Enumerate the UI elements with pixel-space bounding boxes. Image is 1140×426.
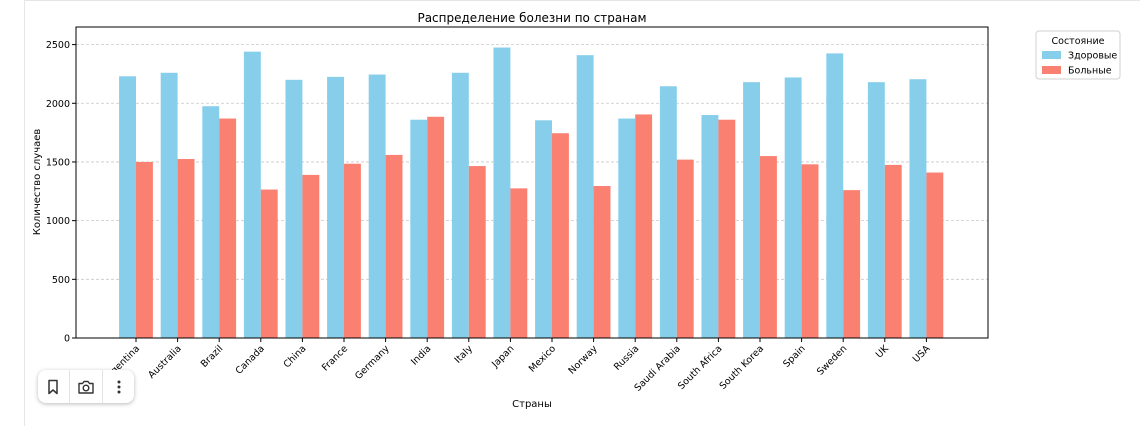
bookmark-icon — [48, 379, 58, 394]
bar-healthy — [327, 76, 344, 339]
bar-sick — [843, 190, 861, 338]
y-tick-label: 500 — [52, 275, 70, 286]
more-options-button[interactable] — [105, 373, 133, 401]
y-axis: 0 500 1000 1500 2000 2500 — [46, 40, 76, 345]
bar-sick — [468, 166, 486, 338]
y-tick-label: 0 — [64, 334, 70, 345]
bars — [119, 47, 944, 339]
x-tick-label: UK — [874, 343, 892, 361]
x-tick-label: France — [320, 343, 350, 373]
chart-toolbar — [38, 370, 134, 403]
y-tick-label: 2000 — [46, 99, 70, 110]
toolbar-divider — [69, 370, 70, 403]
toolbar-divider — [102, 370, 103, 403]
bar-healthy — [909, 79, 927, 339]
y-tick-label: 2500 — [46, 40, 70, 51]
bar-healthy — [493, 47, 511, 339]
x-tick-label: Japan — [489, 343, 516, 370]
y-axis-label: Количество случаев — [32, 129, 43, 236]
bar-healthy — [410, 119, 428, 338]
plot-area — [75, 26, 989, 339]
bar-sick — [136, 161, 153, 338]
x-tick-label: Canada — [234, 343, 267, 376]
bar-sick — [718, 119, 736, 338]
bar-sick — [926, 172, 944, 338]
bar-sick — [801, 164, 819, 338]
bar-healthy — [285, 79, 303, 339]
x-tick-label: Sweden — [815, 343, 849, 377]
bar-sick — [344, 163, 361, 338]
legend: Состояние Здоровые Больные — [1035, 30, 1121, 80]
legend-swatch — [1042, 66, 1061, 74]
bar-sick — [884, 164, 902, 338]
bar-healthy — [451, 72, 469, 339]
bookmark-button[interactable] — [39, 373, 67, 401]
bar-healthy — [160, 72, 178, 339]
x-axis-label: Страны — [512, 399, 552, 410]
screenshot-button[interactable] — [72, 373, 100, 401]
bar-sick — [760, 156, 777, 338]
bar-sick — [676, 159, 694, 338]
bar-healthy — [202, 106, 220, 338]
bar-healthy — [659, 86, 677, 338]
bar-healthy — [743, 82, 760, 338]
bar-sick — [302, 174, 320, 338]
bar-sick — [510, 188, 528, 338]
x-tick-label: Italy — [453, 343, 476, 366]
more-vertical-icon — [117, 380, 121, 393]
bar-healthy — [535, 120, 552, 338]
bar-healthy — [701, 115, 719, 339]
x-tick-label: China — [282, 343, 309, 370]
bar-healthy — [826, 53, 844, 338]
bar-sick — [552, 133, 569, 338]
legend-swatch — [1042, 51, 1061, 59]
x-tick-label: Mexico — [527, 343, 558, 374]
bar-sick — [427, 116, 445, 339]
bar-healthy — [243, 51, 261, 338]
x-tick-label: Russia — [612, 343, 641, 372]
x-tick-label: Spain — [781, 343, 808, 370]
bar-healthy — [618, 118, 636, 339]
camera-icon — [78, 380, 94, 394]
bar-healthy — [119, 76, 136, 339]
bar-sick — [635, 114, 653, 339]
x-tick-label: Brazil — [199, 343, 226, 370]
x-axis: Argentina Australia Brazil Canada China Franc… — [102, 338, 933, 394]
legend-title: Состояние — [1052, 36, 1105, 47]
bar-sick — [219, 118, 237, 339]
legend-entry: Больные — [1068, 66, 1112, 77]
legend-entry: Здоровые — [1068, 51, 1117, 62]
x-tick-label: India — [409, 343, 433, 367]
bar-healthy — [784, 77, 802, 339]
bar-healthy — [576, 55, 594, 338]
bar-sick — [260, 189, 278, 338]
x-tick-label: USA — [911, 343, 933, 365]
bar-sick — [385, 154, 403, 338]
x-tick-label: Australia — [146, 343, 183, 380]
bar-sick — [593, 186, 611, 338]
x-tick-label: South Korea — [718, 343, 766, 391]
bar-healthy — [867, 82, 885, 338]
x-tick-label: Norway — [566, 343, 600, 377]
x-tick-label: Germany — [353, 343, 392, 382]
bar-sick — [177, 159, 195, 338]
y-tick-label: 1000 — [46, 216, 70, 227]
chart-title: Распределение болезни по странам — [417, 11, 646, 25]
bar-healthy — [368, 74, 386, 339]
y-tick-label: 1500 — [46, 157, 70, 168]
